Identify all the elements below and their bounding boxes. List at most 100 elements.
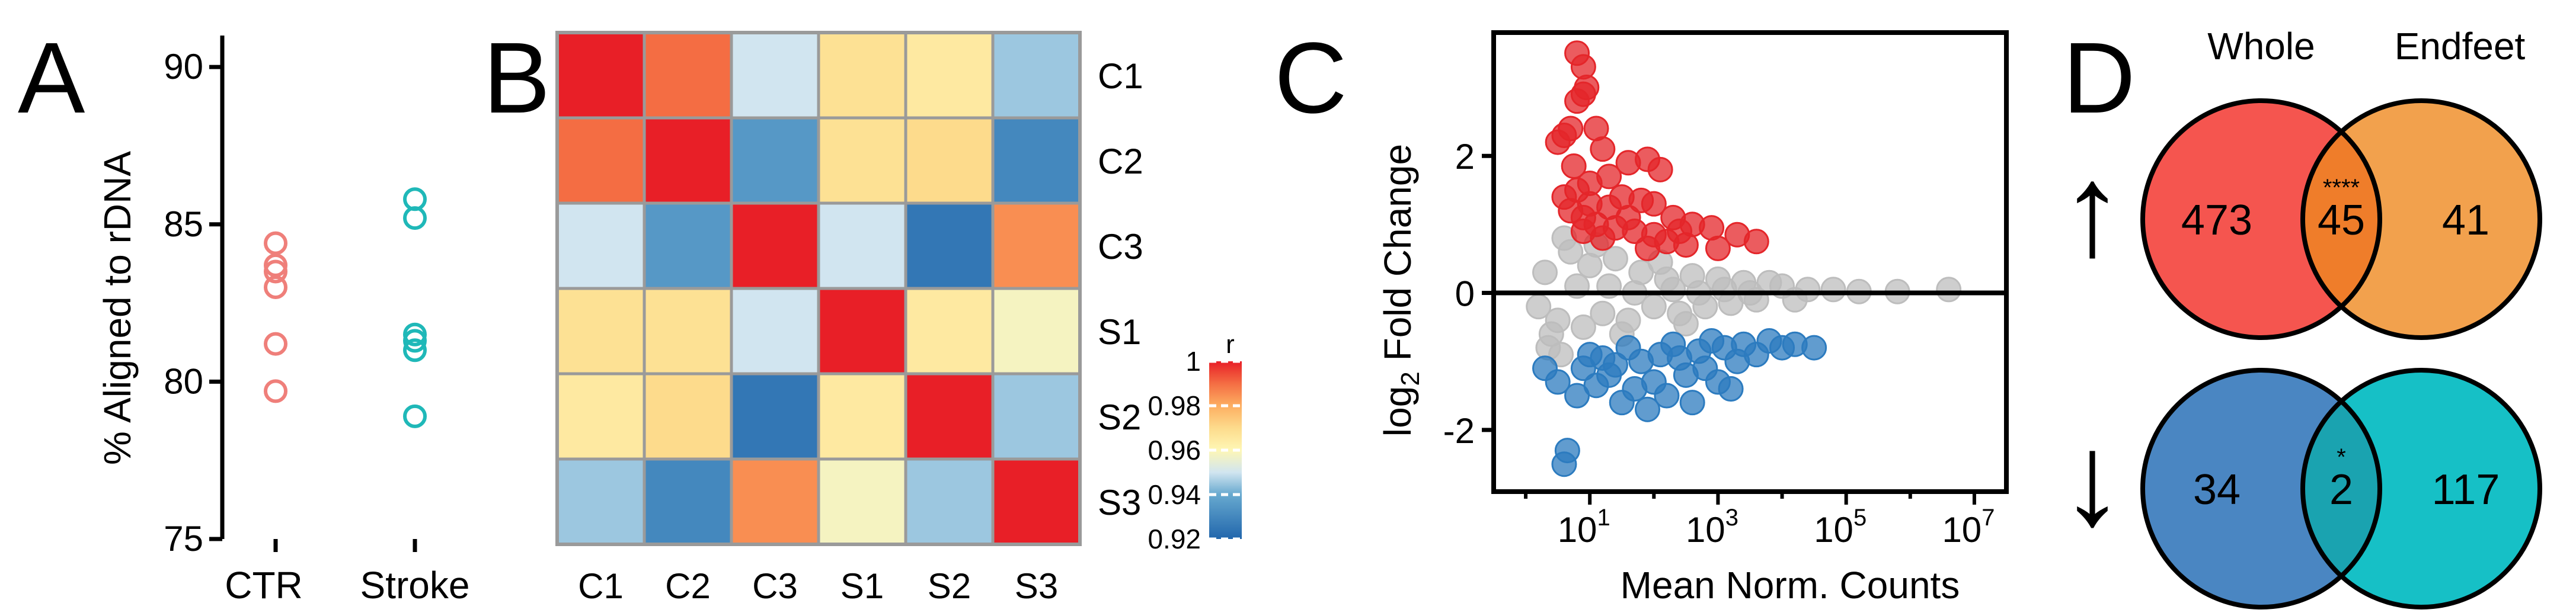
panel-c-point-not-significant — [1548, 342, 1574, 368]
panel-c-point-up — [1705, 235, 1731, 261]
heatmap-row-label: C3 — [1098, 227, 1143, 267]
heatmap-cell — [730, 31, 820, 120]
colorbar-tick-label: 0.94 — [1148, 479, 1201, 510]
heatmap-cell — [730, 372, 820, 461]
heatmap-cell — [555, 201, 646, 290]
panel-c-point-down — [1602, 352, 1628, 378]
venn-count-endfeet-only: 41 — [2442, 197, 2489, 244]
venn-outline-whole — [2140, 368, 2382, 609]
heatmap-cell — [643, 287, 733, 376]
panel-c-point-not-significant — [1570, 314, 1596, 340]
heatmap-row-label: S1 — [1098, 312, 1141, 352]
panel-c-point-up — [1570, 218, 1596, 244]
venn-count-overlap: 45 — [2318, 197, 2365, 244]
panel-c-point-up — [1545, 129, 1571, 155]
heatmap-cell — [904, 201, 995, 290]
panel-c-xtick-exp: 1 — [1597, 505, 1610, 531]
heatmap-cell — [817, 457, 907, 546]
venn-outline-endfeet — [2300, 98, 2542, 340]
panel-c-ma-plot: Mean Norm. Counts log2 Fold Change 20-21… — [1376, 30, 2009, 607]
panel-c-point-down — [1551, 451, 1577, 477]
panel-c-point-not-significant — [1711, 277, 1737, 303]
venn-arrow-up-icon: ↑ — [2060, 137, 2125, 283]
heatmap-cell — [817, 287, 907, 376]
panel-a-chart: % Aligned to rDNA CTR Stroke 75 80 85 90 — [96, 36, 469, 607]
heatmap-col-label: S1 — [840, 566, 884, 606]
panel-c-point-up — [1647, 156, 1673, 182]
panel-a-point-ctr — [264, 332, 287, 356]
panel-c-point-up — [1577, 191, 1603, 217]
venn-significance: * — [2337, 444, 2346, 470]
colorbar-tick-label: 0.98 — [1148, 390, 1201, 421]
panel-c-point-not-significant — [1602, 246, 1628, 272]
heatmap-cell — [555, 116, 646, 205]
heatmap-row-label: S2 — [1098, 397, 1141, 437]
heatmap-cell — [991, 287, 1082, 376]
heatmap-col-label: C3 — [752, 566, 798, 606]
panel-c-point-not-significant — [1590, 300, 1616, 326]
panel-a-xtick-ctr: CTR — [225, 564, 303, 607]
panel-c-xtick-base: 10 — [1942, 510, 1981, 550]
colorbar-tick-label: 0.92 — [1148, 524, 1201, 554]
panel-letter-b: B — [483, 22, 550, 134]
heatmap-cell — [643, 372, 733, 461]
heatmap-cell — [643, 116, 733, 205]
panel-c-ylabel-log: log — [1376, 386, 1419, 437]
panel-c-point-not-significant — [1660, 277, 1686, 303]
heatmap-cell — [555, 31, 646, 120]
panel-c-point-down — [1654, 383, 1680, 409]
venn-label-endfeet: Endfeet — [2395, 25, 2526, 68]
venn-significance: **** — [2323, 175, 2360, 201]
panel-a-ytick-label: 75 — [164, 519, 203, 559]
panel-c-point-up — [1667, 218, 1693, 244]
heatmap-cell — [555, 372, 646, 461]
panel-c-ytick-label: -2 — [1443, 411, 1475, 451]
panel-c-point-not-significant — [1532, 259, 1558, 285]
panel-c-point-up — [1564, 88, 1590, 114]
panel-c-point-not-significant — [1820, 277, 1846, 303]
panel-c-xtick-base: 10 — [1558, 510, 1597, 550]
heatmap-border — [555, 31, 1082, 546]
panel-a-point-stroke — [403, 338, 427, 362]
panel-c-point-down — [1615, 335, 1641, 361]
panel-a-point-ctr — [264, 253, 287, 277]
panel-letter-a: A — [18, 22, 85, 134]
heatmap-cell — [904, 116, 995, 205]
panel-c-ylabel: log2 Fold Change — [1376, 144, 1425, 437]
panel-c-xtick-exp: 7 — [1981, 505, 1995, 531]
heatmap-col-label: S3 — [1015, 566, 1058, 606]
heatmap-cell — [817, 31, 907, 120]
panel-c-frame — [1491, 30, 2009, 494]
venn-count-whole-only: 34 — [2193, 466, 2241, 514]
panel-a-point-stroke — [403, 329, 427, 353]
panel-c-point-down — [1801, 335, 1827, 361]
panel-c-ytick-label: 0 — [1455, 274, 1475, 314]
venn-outline-whole — [2140, 98, 2382, 340]
panel-letter-d: D — [2063, 22, 2136, 134]
heatmap-cell — [730, 287, 820, 376]
heatmap-cell — [555, 287, 646, 376]
heatmap-cell — [730, 116, 820, 205]
panel-c-xtick-label: 101 — [1558, 505, 1610, 550]
panel-a-ytick-label: 80 — [164, 361, 203, 401]
heatmap-cell — [991, 116, 1082, 205]
heatmap-cell — [991, 31, 1082, 120]
panel-c-point-down — [1583, 373, 1609, 399]
panel-c-point-up — [1590, 136, 1616, 162]
panel-c-point-up — [1743, 229, 1769, 255]
panel-a-ytick-label: 90 — [164, 47, 203, 86]
heatmap-cell — [904, 372, 995, 461]
panel-a-point-stroke — [403, 206, 427, 230]
panel-c-ylabel-rest: Fold Change — [1376, 144, 1419, 371]
panel-a-xtick-stroke: Stroke — [360, 564, 470, 607]
panel-c-point-not-significant — [1936, 277, 1962, 303]
venn-label-whole: Whole — [2207, 25, 2315, 68]
panel-a-point-stroke — [403, 322, 427, 346]
panel-c-point-down — [1756, 328, 1782, 354]
heatmap-cell — [991, 457, 1082, 546]
venn-count-overlap: 2 — [2329, 466, 2353, 514]
heatmap-cell — [643, 201, 733, 290]
panel-a-ytick-label: 85 — [164, 204, 203, 244]
heatmap-cell — [904, 457, 995, 546]
